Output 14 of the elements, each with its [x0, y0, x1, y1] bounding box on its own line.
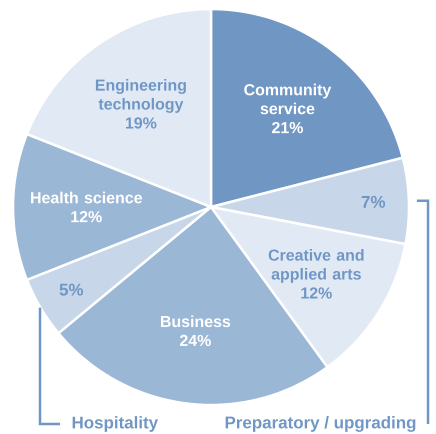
data-label: 12%: [71, 211, 102, 222]
slice-label: Preparatory / upgrading: [226, 416, 416, 432]
data-label: 21%: [272, 122, 303, 134]
slice-label: Health science: [31, 192, 142, 204]
data-label: 7%: [362, 196, 386, 208]
slice-label: Hospitality: [72, 416, 158, 432]
data-label: 24%: [180, 334, 211, 346]
slice-label: Creative and applied arts: [268, 249, 364, 283]
data-label: 19%: [126, 117, 156, 129]
slice-label: Engineering technology: [96, 79, 186, 113]
slice-label: Business: [161, 315, 230, 328]
data-label: 12%: [301, 287, 332, 299]
slice-label: Community service: [244, 84, 332, 114]
data-label: 5%: [60, 284, 84, 296]
